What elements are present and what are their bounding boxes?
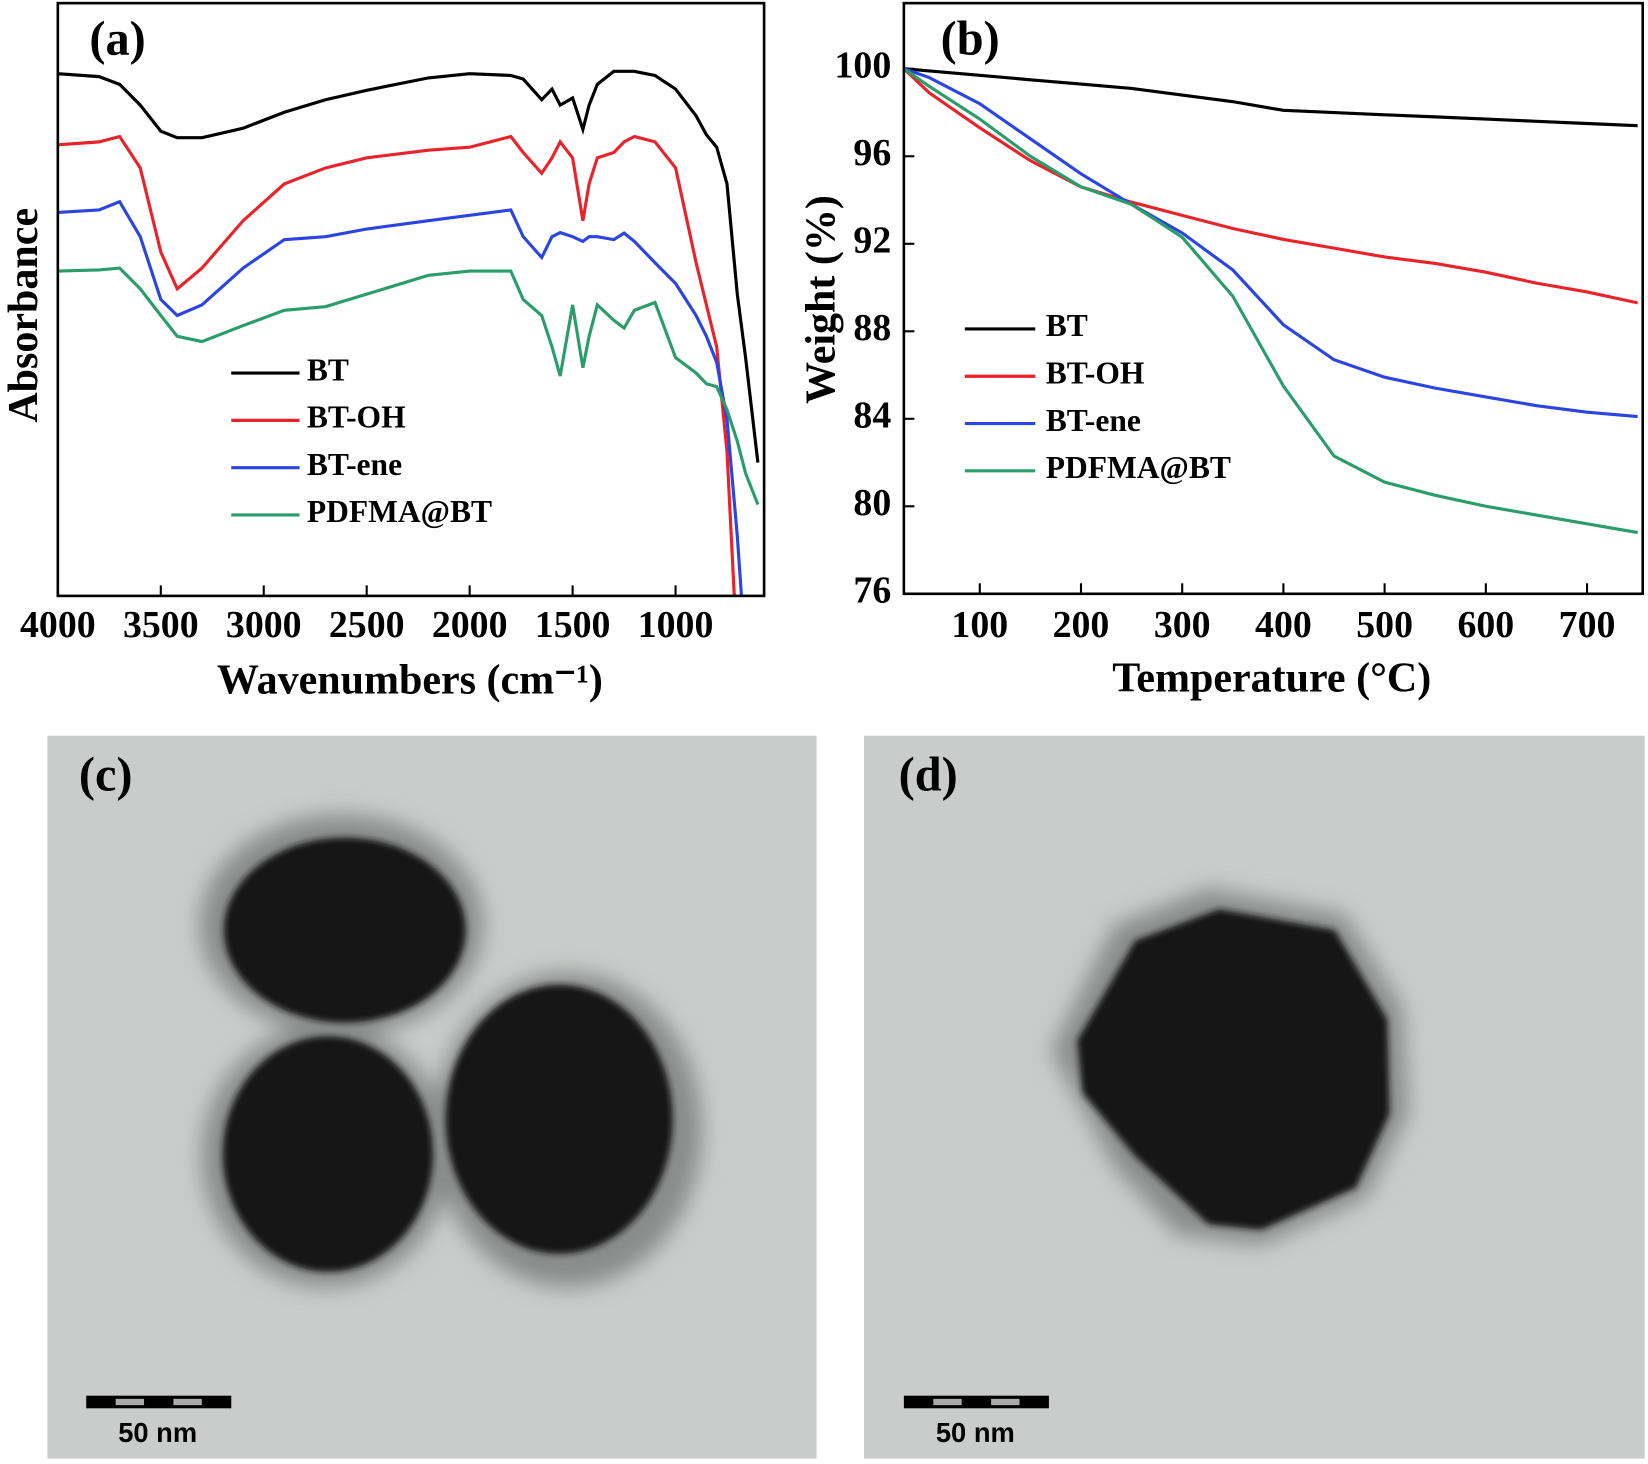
y-tick-label: 88 xyxy=(853,307,891,349)
x-tick-label: 600 xyxy=(1457,604,1514,646)
legend-label: BT-ene xyxy=(1046,403,1141,438)
series-line xyxy=(57,69,760,463)
x-tick-label: 1000 xyxy=(638,604,714,646)
chart-title: (b) xyxy=(941,13,1000,66)
scale-bar-segment xyxy=(115,1398,145,1406)
series-line xyxy=(903,67,1638,419)
scale-bar xyxy=(903,1395,1049,1409)
x-tick-label: 3000 xyxy=(226,604,302,646)
legend-label: BT xyxy=(307,352,349,387)
chart: (a) Absorbance Wavenumbers (cm⁻¹) 4000 3500 3… xyxy=(1,1,766,704)
y-tick-label: 92 xyxy=(853,219,891,261)
y-tick-label: 80 xyxy=(853,482,891,524)
legend-label: BT xyxy=(1046,308,1088,343)
legend-label: PDFMA@BT xyxy=(307,494,492,529)
plot-frame xyxy=(902,1,1645,596)
y-tick-label: 96 xyxy=(853,132,891,174)
panel-label: (c) xyxy=(79,748,133,801)
tem-image-d xyxy=(863,735,1645,1459)
tem-image-c xyxy=(47,735,817,1459)
x-tick-label: 100 xyxy=(951,604,1008,646)
x-tick-label: 500 xyxy=(1356,604,1413,646)
series-line xyxy=(903,67,1638,128)
legend-label: BT-OH xyxy=(1046,355,1145,390)
series-line xyxy=(57,199,744,596)
x-tick-label: 400 xyxy=(1255,604,1312,646)
x-tick-label: 4000 xyxy=(20,604,96,646)
tem-labels: (c) 50 nm (d) 50 nm xyxy=(79,748,1049,1448)
y-tick-label: 76 xyxy=(853,569,891,611)
y-axis-title: Weight (%) xyxy=(799,195,845,404)
x-tick-label: 700 xyxy=(1559,604,1616,646)
panel-label: (d) xyxy=(899,748,958,801)
series-line xyxy=(903,67,1638,305)
chart: (b) Weight (%) Temperature (°C) 100 200 300 40… xyxy=(799,1,1645,702)
legend-label: BT-ene xyxy=(307,447,402,482)
legend-label: PDFMA@BT xyxy=(1046,450,1231,485)
x-axis-title: Temperature (°C) xyxy=(1112,656,1431,702)
series-line xyxy=(57,266,760,506)
chart-title: (a) xyxy=(89,13,145,66)
scale-bar-label: 50 nm xyxy=(118,1417,197,1448)
y-tick-label: 100 xyxy=(835,44,892,86)
scale-bar xyxy=(86,1395,232,1409)
x-tick-label: 1500 xyxy=(535,604,611,646)
x-tick-label: 3500 xyxy=(123,604,199,646)
x-tick-label: 2000 xyxy=(432,604,508,646)
y-tick-label: 84 xyxy=(853,394,891,436)
x-tick-label: 300 xyxy=(1154,604,1211,646)
scale-bar-label: 50 nm xyxy=(936,1417,1015,1448)
x-tick-label: 200 xyxy=(1053,604,1110,646)
x-axis-title: Wavenumbers (cm⁻¹) xyxy=(217,658,603,704)
legend-label: BT-OH xyxy=(307,400,406,435)
scale-bar-segment xyxy=(991,1398,1020,1406)
scale-bar-segment xyxy=(933,1398,962,1406)
plot-frame xyxy=(56,1,766,598)
series-line xyxy=(903,67,1638,535)
scale-bar-segment xyxy=(173,1398,202,1406)
y-axis-title: Absorbance xyxy=(1,208,47,423)
x-tick-label: 2500 xyxy=(329,604,405,646)
series-line xyxy=(57,134,736,596)
